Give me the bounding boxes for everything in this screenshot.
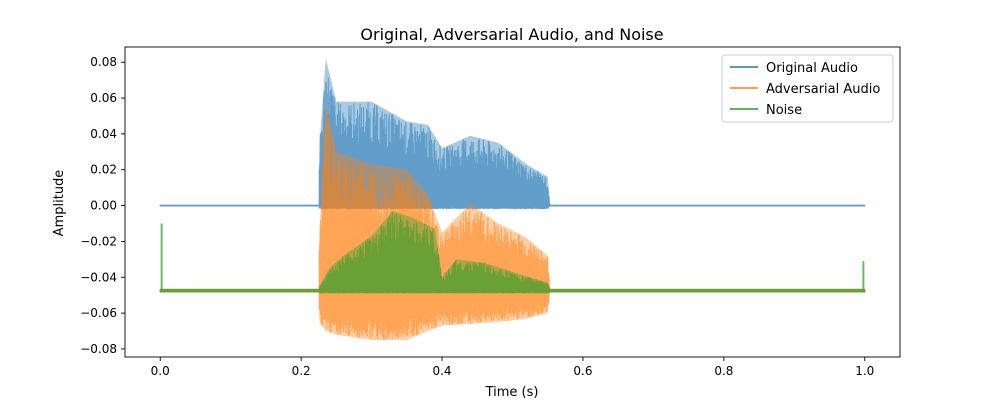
y-tick-label: −0.06 bbox=[80, 306, 117, 320]
y-axis-label: Amplitude bbox=[52, 170, 67, 237]
legend: Original Audio Adversarial Audio Noise bbox=[721, 54, 894, 123]
x-tick-label: 0.2 bbox=[292, 364, 311, 378]
x-tick-label: 1.0 bbox=[855, 364, 874, 378]
y-tick-label: 0.04 bbox=[90, 127, 117, 141]
waveform-path bbox=[159, 211, 866, 294]
legend-label: Noise bbox=[766, 103, 802, 118]
legend-label: Original Audio bbox=[766, 61, 858, 76]
x-tick-label: 0.8 bbox=[714, 364, 733, 378]
x-tick-label: 0.6 bbox=[573, 364, 592, 378]
y-tick-label: −0.08 bbox=[80, 342, 117, 356]
y-tick-label: −0.02 bbox=[80, 234, 117, 248]
waveform-path bbox=[159, 77, 866, 210]
y-tick-label: −0.04 bbox=[80, 270, 117, 284]
waveform-envelope bbox=[160, 210, 865, 294]
x-axis-label: Time (s) bbox=[485, 385, 539, 400]
plot-frame bbox=[124, 46, 901, 358]
x-tick-label: 0.0 bbox=[151, 364, 170, 378]
waveform-envelope bbox=[160, 58, 865, 210]
y-tick-label: 0.08 bbox=[90, 55, 117, 69]
legend-label: Adversarial Audio bbox=[766, 82, 880, 97]
x-axis: 0.0 0.2 0.4 0.6 0.8 1.0 bbox=[151, 357, 874, 378]
y-tick-label: 0.02 bbox=[90, 163, 117, 177]
legend-box bbox=[721, 54, 894, 123]
series-noise bbox=[159, 210, 866, 294]
y-tick-label: 0.06 bbox=[90, 91, 117, 105]
series-group bbox=[159, 58, 866, 340]
y-tick-label: 0.00 bbox=[90, 199, 117, 213]
y-axis: 0.08 0.06 0.04 0.02 0.00 −0.02 −0.04 −0.06 −0.08 bbox=[80, 55, 125, 356]
x-tick-label: 0.4 bbox=[432, 364, 451, 378]
series-original-audio bbox=[159, 58, 866, 210]
plot-area bbox=[124, 46, 901, 358]
chart-title: Original, Adversarial Audio, and Noise bbox=[360, 25, 663, 44]
